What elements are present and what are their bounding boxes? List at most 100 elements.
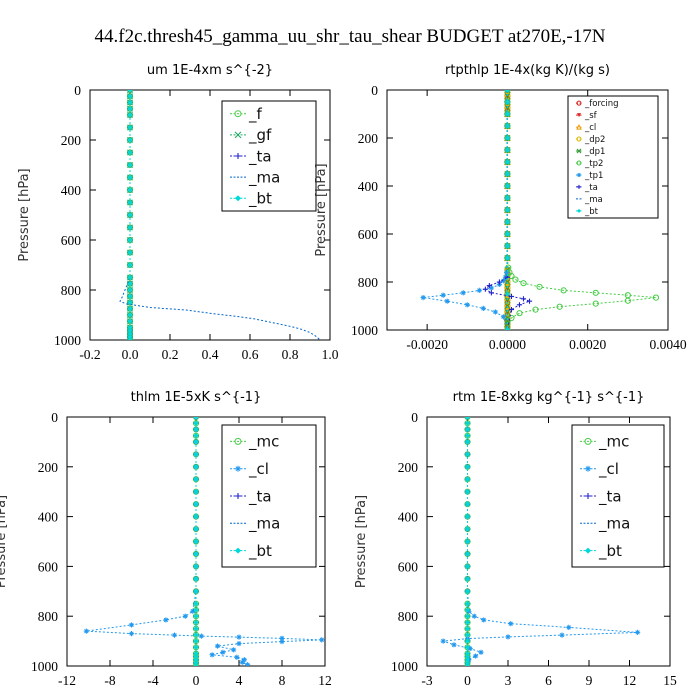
panel-title: rtpthlp 1E-4x(kg K)/(kg s) [445,63,610,78]
series-bt-point [127,106,133,112]
y-tick-label: 600 [61,233,82,248]
series-bt-point [464,526,471,532]
legend-marker [576,123,582,130]
series-bt-point [193,576,199,582]
x-tick-label: 6 [545,673,552,688]
x-tick-label: 3 [505,673,512,688]
legend-label: _cl [598,460,619,479]
legend-label: _ta [248,487,272,506]
legend-label: _tp1 [584,171,603,181]
series-bt-point [504,255,511,261]
series-tp1-point [476,287,482,293]
series-bt-point [193,417,199,420]
series-bt-point [127,90,133,93]
series-bt-point [504,327,511,330]
y-tick-label: 1000 [391,659,418,674]
y-tick-label: 0 [371,83,378,98]
legend-label: _mc [248,433,279,452]
series-cl-point [440,638,446,644]
series-tp1-point [504,269,510,275]
y-tick-label: 200 [358,131,379,146]
legend-label: _tp2 [584,159,603,169]
legend-marker [235,195,241,202]
series-gf-point [127,90,133,93]
series-bt-point [464,563,471,569]
y-tick-label: 400 [38,510,59,525]
series-bt-point [193,476,199,482]
x-tick-label: 0.0000 [489,337,526,352]
series-tp1-point [444,298,450,304]
series-bt-point [193,588,199,594]
x-tick-label: -4 [147,673,158,688]
legend-label: _bt [248,190,272,209]
series-bt-point [504,123,511,129]
series-bt-point [504,135,511,141]
legend-marker [577,208,581,213]
legend-label: _sf [584,111,598,121]
chart-panel-1: um 1E-4xm s^{-2} Pressure [hPa] 0 200 400 600… [17,63,339,362]
x-tick-label: 12 [623,673,637,688]
series-bt-point [193,601,199,607]
series-ta-point [516,302,523,308]
series-cl-point [234,654,240,660]
series-bt-point [504,90,511,93]
legend-label: _cl [584,123,596,133]
series-cl-point [478,649,484,655]
series-ta-point [520,296,527,302]
series-tp2-point [512,276,519,283]
series-tp1-point [460,290,466,296]
series-bt-point [193,501,199,507]
series-bt-point [193,526,199,532]
legend-label: _mc [598,433,629,452]
series-bt-point [464,551,471,557]
series-bt-point [504,159,511,165]
legend-marker [234,110,242,118]
series-cl-point [319,637,325,643]
series-cl-point [481,617,487,623]
legend: _mc _cl _ta _ma _bt [221,424,317,568]
series-bt-point [464,489,471,495]
series-cl-point [171,632,178,638]
series-bt-point [193,632,199,638]
legend-box [567,95,659,219]
series-bt-point [127,327,133,334]
series-bt-point [127,249,133,256]
series-bt-point [127,149,133,156]
plot-frame [386,89,669,331]
series-layer [83,417,325,666]
panel-title: thlm 1E-5xK s^{-1} [131,390,262,405]
x-tick-label: 12 [318,673,332,688]
series-cl-point [559,632,565,638]
series-tp2-point [532,306,539,313]
legend-label: _bt [584,207,599,217]
x-tick-label: -0.0020 [406,337,448,352]
series-bt-point [127,299,133,306]
series-bt-point [127,237,133,243]
series-bt-point [464,626,471,632]
y-tick-label: 800 [398,609,419,624]
x-tick-label: 0 [193,673,200,688]
y-axis-label: Pressure [hPa] [314,163,329,256]
series-ta-point [496,279,502,285]
x-tick-label: -8 [104,673,115,688]
series-bt-point [464,420,471,426]
x-tick-label: 0 [464,673,471,688]
x-tick-label: 1.0 [322,347,339,362]
series-cl-point [505,634,511,640]
series-bt-point [464,514,471,520]
series-tp2-point [508,314,515,322]
series-tp2-point [508,272,515,280]
series-bt-point [504,171,511,177]
series-bt-point [193,626,199,632]
legend-marker [585,465,591,472]
series-cl-point [128,631,135,637]
series-cl-point [128,622,135,628]
legend-marker [235,493,241,499]
series-cl-point [163,617,169,623]
series-bt-point [504,231,511,237]
series-cl-point [508,621,514,627]
series-cl-point [182,613,188,619]
series-bt-point [127,331,133,337]
series-bt-point [464,433,471,439]
